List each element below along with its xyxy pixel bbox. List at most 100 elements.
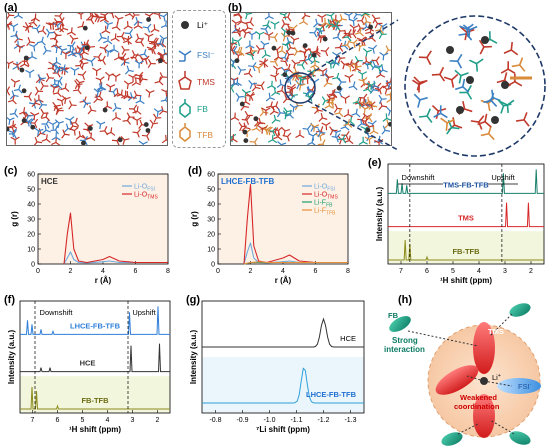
legend-tms: TMS <box>197 77 215 87</box>
legend-tfb: TFB <box>197 130 214 140</box>
legend-label: Li-FTFB <box>314 208 336 217</box>
x-tick-label: 5 <box>81 417 85 424</box>
x-tick-label: 6 <box>56 417 60 424</box>
y-tick-label: 50 <box>207 187 215 194</box>
trace-label: TMS <box>458 214 474 223</box>
x-tick-label: -1.2 <box>317 417 329 424</box>
coordination-schematic: Strong interaction TMS Li+ FSI- FB Weaken… <box>384 303 541 446</box>
h-li-label: Li+ <box>492 373 501 382</box>
upshift-label: Upshift <box>491 173 515 182</box>
downshift-label: Downshift <box>40 308 74 317</box>
md-snapshot-hce <box>6 12 168 146</box>
x-tick-label: 3 <box>503 268 507 275</box>
nmr-1h-chart-f: LHCE-FB-TFB HCE FB-TFB 7 6 5 4 3 2 ¹H shift (ppm)… <box>7 300 171 434</box>
panel-label-e: (e) <box>368 157 382 169</box>
x-tick-label: 6 <box>314 268 318 275</box>
x-tick-label: -1.3 <box>344 417 356 424</box>
trace-band <box>20 338 170 376</box>
x-axis-label: ¹H shift (ppm) <box>440 276 492 285</box>
y-tick-label: 20 <box>207 232 215 239</box>
trace-label: FB-TFB <box>81 396 109 405</box>
downshift-label: Downshift <box>402 173 436 182</box>
x-tick-label: -0.8 <box>209 417 221 424</box>
x-tick-label: 7 <box>31 417 35 424</box>
trace-line <box>388 202 544 228</box>
trace-label: LHCE-FB-TFB <box>70 321 121 330</box>
y-tick-label: 60 <box>27 172 35 179</box>
panel-label-f: (f) <box>4 294 15 306</box>
x-tick-label: 4 <box>477 268 481 275</box>
trace-band <box>20 376 170 413</box>
trace-band <box>388 231 544 264</box>
x-tick-label: 2 <box>69 268 73 275</box>
trace-line <box>20 386 170 410</box>
md-snapshot-lhce <box>230 12 392 146</box>
y-tick-label: 20 <box>27 232 35 239</box>
y-tick-label: 40 <box>207 202 215 209</box>
h-fsi-label: FSI- <box>518 382 532 391</box>
panel-label-b: (b) <box>228 2 243 14</box>
panel-label-c: (c) <box>4 165 18 177</box>
chart-title: LHCE-FB-TFB <box>221 177 275 186</box>
panel-label-g: (g) <box>186 294 201 306</box>
y-axis-label: Intensity (a.u.) <box>375 187 384 242</box>
trace-line <box>20 306 170 335</box>
legend-label: Li-FFB <box>314 200 333 209</box>
zoom-inset <box>284 15 546 157</box>
legend-label: Li-OFSI <box>314 184 335 193</box>
x-tick-label: -1.1 <box>290 417 302 424</box>
rdf-chart-lhce: 0 10 20 30 40 50 60 0 2 4 6 8 LHCE-FB-TFB Li-OFSILi-O… <box>190 172 350 286</box>
x-tick-label: 2 <box>529 268 533 275</box>
y-tick-label: 50 <box>27 187 35 194</box>
series-line-1 <box>63 212 168 265</box>
chart-title: HCE <box>41 177 59 186</box>
x-axis-label: r (Å) <box>95 276 112 285</box>
h-fb-label: FB <box>388 311 399 320</box>
legend-fsi: FSI⁻ <box>197 50 215 60</box>
y-tick-label: 60 <box>207 172 215 179</box>
x-tick-label: -0.9 <box>236 417 248 424</box>
y-tick-label: 10 <box>27 247 35 254</box>
trace-band <box>388 197 544 231</box>
y-tick-label: 10 <box>207 247 215 254</box>
trace-label-lhce: LHCE-FB-TFB <box>306 390 357 399</box>
nmr-1h-chart-e: TMS-FB-TFB TMS FB-TFB 7 6 5 4 3 2 ¹H shift (ppm) I… <box>375 163 545 285</box>
h-tms-label: TMS <box>488 327 504 336</box>
x-tick-label: 8 <box>166 268 170 275</box>
y-tick-label: 0 <box>31 262 35 269</box>
x-tick-label: 5 <box>451 268 455 275</box>
legend-label: Li-OTMS <box>314 192 338 201</box>
plot-area <box>217 173 349 265</box>
h-weakened-label: Weakened coordination <box>454 393 500 411</box>
y-axis-label: g (r) <box>10 211 19 227</box>
trace-band <box>202 357 364 413</box>
trace-label: FB-TFB <box>452 247 480 256</box>
x-tick-label: 6 <box>134 268 138 275</box>
legend-li: Li⁺ <box>197 20 209 30</box>
trace-label: HCE <box>80 359 96 368</box>
trace-band <box>388 164 544 197</box>
y-axis-label: Intensity (a.u.) <box>189 330 198 385</box>
x-tick-label: 4 <box>281 268 285 275</box>
upshift-label: Upshift <box>132 308 156 317</box>
y-axis-label: Intensity (a.u.) <box>7 330 16 385</box>
x-axis-label: ¹H shift (ppm) <box>69 425 121 434</box>
trace-label-hce: HCE <box>340 334 356 343</box>
panel-label-d: (d) <box>188 165 203 177</box>
y-tick-label: 30 <box>207 217 215 224</box>
x-tick-label: 0 <box>36 268 40 275</box>
h-strong-label: Strong interaction <box>384 336 425 354</box>
x-tick-label: 4 <box>106 417 110 424</box>
trace-line <box>388 169 544 194</box>
x-axis-label: ⁷Li shift (ppm) <box>256 425 310 434</box>
x-tick-label: 7 <box>399 268 403 275</box>
x-tick-label: 6 <box>425 268 429 275</box>
legend-fb: FB <box>197 104 208 114</box>
panel-label-h: (h) <box>398 294 413 306</box>
x-axis-label: r (Å) <box>275 276 292 285</box>
series-line-3 <box>243 261 348 265</box>
x-tick-label: -1.0 <box>263 417 275 424</box>
x-tick-label: 0 <box>216 268 220 275</box>
nmr-7li-chart-g: HCE LHCE-FB-TFB -0.8 -0.9 -1.0 -1.1 -1.2 -1.3 ⁷L… <box>189 300 365 434</box>
